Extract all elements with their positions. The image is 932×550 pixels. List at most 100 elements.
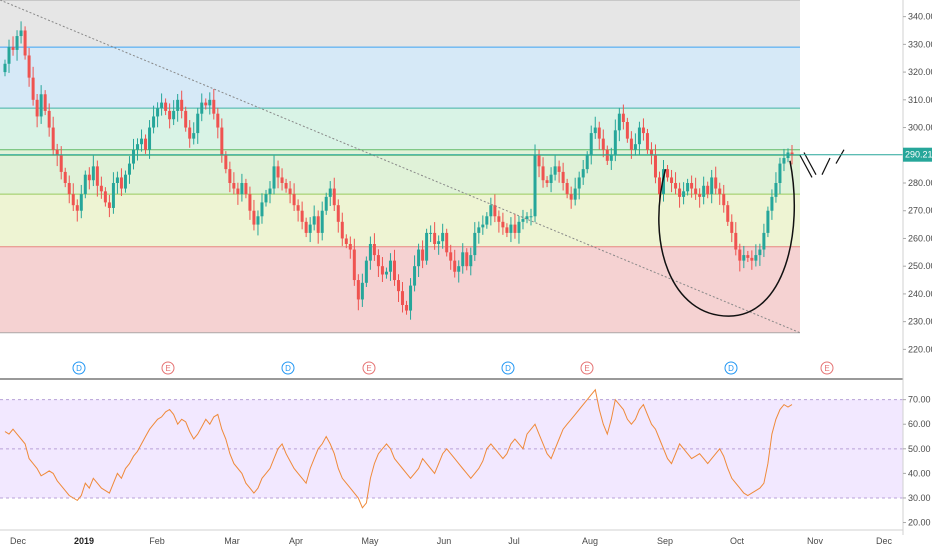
candle-body xyxy=(762,232,766,250)
candle-body xyxy=(312,216,316,225)
candle-body xyxy=(200,102,204,114)
candle-body xyxy=(47,110,51,128)
time-tick-label: Oct xyxy=(730,536,745,546)
trendline[interactable] xyxy=(0,0,801,334)
candle-body xyxy=(152,116,156,128)
candle-body xyxy=(653,155,657,178)
candle-body xyxy=(641,127,645,134)
candle-body xyxy=(392,260,396,281)
candle-body xyxy=(409,285,413,311)
candle-body xyxy=(111,183,115,208)
candle-body xyxy=(75,205,79,211)
candle-body xyxy=(316,216,320,233)
candle-body xyxy=(380,266,384,275)
oscillator-pane xyxy=(0,378,903,509)
candle-body xyxy=(368,244,372,261)
candle-body xyxy=(730,221,734,233)
price-tick-label: 330.00 xyxy=(908,39,932,49)
oscillator-tick-label: 40.00 xyxy=(908,468,931,478)
dividend-marker[interactable] xyxy=(72,361,86,375)
oscillator-tick-label: 30.00 xyxy=(908,493,931,503)
dividend-marker-label: D xyxy=(505,364,511,373)
candle-body xyxy=(766,210,770,233)
candle-body xyxy=(240,183,244,195)
candle-body xyxy=(509,224,513,233)
candle-body xyxy=(649,149,653,156)
candle-body xyxy=(782,158,786,164)
candle-body xyxy=(71,194,75,206)
candle-body xyxy=(35,99,39,117)
candle-body xyxy=(585,155,589,170)
candle-body xyxy=(637,127,641,145)
candle-body xyxy=(714,177,718,189)
candle-body xyxy=(164,102,168,111)
earnings-marker[interactable] xyxy=(362,361,376,375)
candle-body xyxy=(521,219,525,222)
candle-body xyxy=(59,155,63,172)
candle-body xyxy=(136,144,140,150)
candle-body xyxy=(328,188,332,197)
candle-body xyxy=(433,232,437,244)
time-tick-label: Dec xyxy=(10,536,27,546)
candle-body xyxy=(168,110,172,120)
candle-body xyxy=(176,99,180,111)
candle-body xyxy=(629,138,633,150)
price-tick-label: 260.00 xyxy=(908,233,932,243)
candle-body xyxy=(397,280,400,292)
candle-body xyxy=(127,163,131,175)
hand-drawings xyxy=(0,149,903,317)
candle-body xyxy=(3,63,7,73)
candle-body xyxy=(11,47,15,50)
earnings-marker[interactable] xyxy=(580,361,594,375)
candle-body xyxy=(87,174,91,181)
candle-body xyxy=(533,155,537,217)
candle-body xyxy=(678,188,682,197)
candle-body xyxy=(505,227,509,233)
candle-body xyxy=(284,183,288,189)
candle-body xyxy=(172,110,176,120)
candle-body xyxy=(565,183,569,195)
candle-body xyxy=(220,127,224,156)
descending-trendline xyxy=(0,0,801,334)
candle-body xyxy=(348,244,352,250)
candle-body xyxy=(553,166,557,175)
candle-body xyxy=(248,194,252,211)
candle-body xyxy=(605,149,609,161)
candle-body xyxy=(449,252,453,261)
time-tick-label: Mar xyxy=(224,536,240,546)
candle-body xyxy=(83,174,87,195)
candle-body xyxy=(529,216,533,218)
candle-body xyxy=(228,169,232,183)
candle-body xyxy=(99,185,103,192)
candle-body xyxy=(581,169,585,178)
candle-body xyxy=(115,177,119,183)
candle-body xyxy=(750,257,754,261)
candle-body xyxy=(577,177,581,189)
candle-body xyxy=(453,260,457,272)
candle-body xyxy=(621,113,625,122)
candle-body xyxy=(340,221,344,239)
candle-body xyxy=(160,102,164,109)
candle-body xyxy=(417,249,421,267)
dividend-marker[interactable] xyxy=(501,361,515,375)
candle-body xyxy=(493,205,497,217)
candle-body xyxy=(107,202,111,208)
candle-body xyxy=(224,155,228,170)
handle-stroke xyxy=(799,154,813,178)
candle-body xyxy=(131,149,135,164)
earnings-marker[interactable] xyxy=(161,361,175,375)
candle-body xyxy=(738,249,742,261)
candle-body xyxy=(356,280,360,300)
dividend-marker[interactable] xyxy=(281,361,295,375)
candle-body xyxy=(156,108,160,117)
candle-body xyxy=(43,94,47,111)
earnings-marker[interactable] xyxy=(820,361,834,375)
dividend-marker[interactable] xyxy=(724,361,738,375)
candle-body xyxy=(549,174,553,183)
candle-body xyxy=(421,249,425,261)
candle-body xyxy=(746,255,750,258)
candle-body xyxy=(754,255,758,261)
candle-body xyxy=(742,255,746,261)
cup-pattern-drawing[interactable] xyxy=(658,160,796,317)
price-tick-label: 220.00 xyxy=(908,344,932,354)
